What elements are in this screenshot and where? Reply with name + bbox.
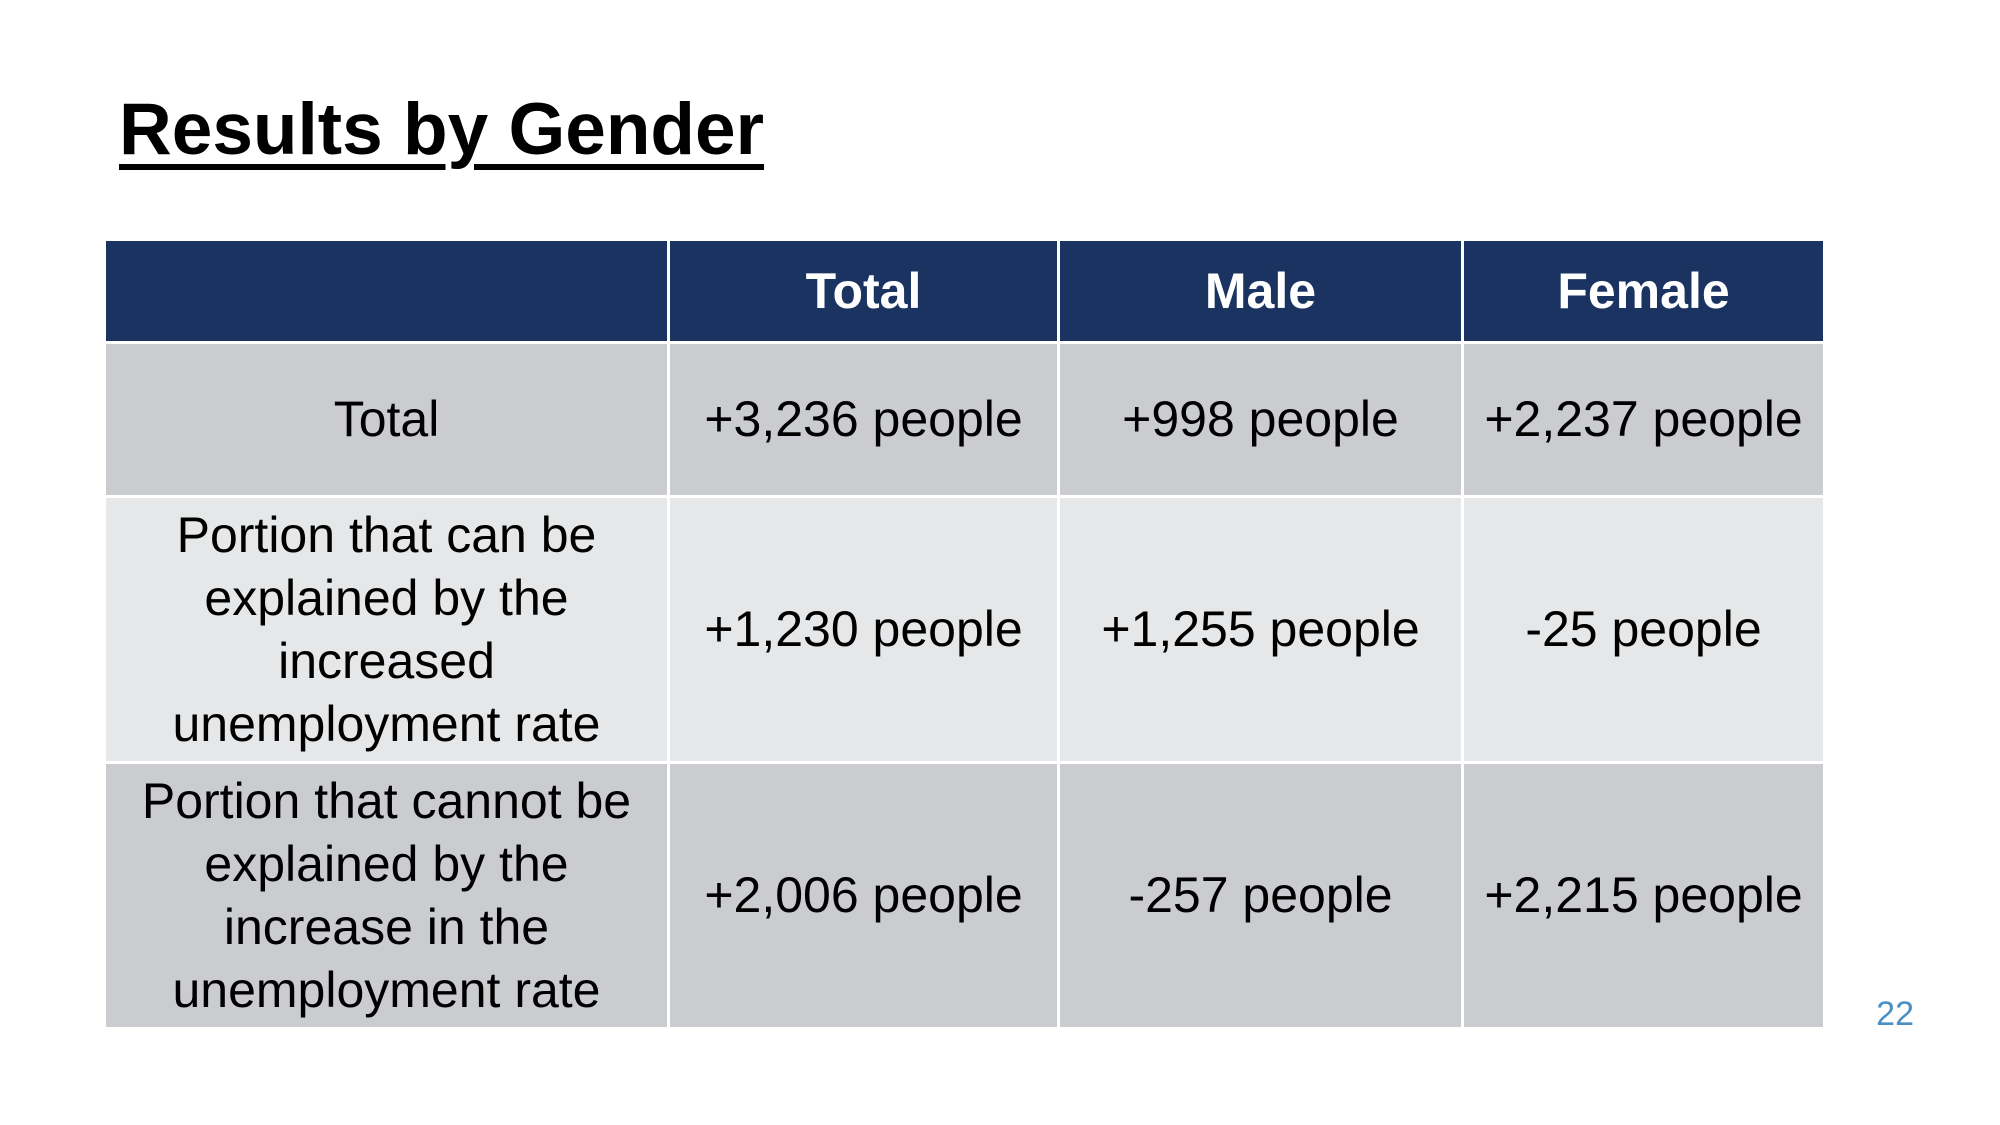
cell-female: +2,237 people — [1461, 341, 1826, 498]
header-label-cell — [103, 238, 670, 344]
table-row: Total +3,236 people +998 people +2,237 p… — [103, 341, 1826, 498]
row-label: Total — [103, 341, 670, 498]
cell-total: +1,230 people — [667, 495, 1060, 764]
row-label: Portion that can be explained by the inc… — [103, 495, 670, 764]
cell-male: -257 people — [1057, 761, 1464, 1030]
header-total: Total — [667, 238, 1060, 344]
table-row: Portion that can be explained by the inc… — [103, 495, 1826, 764]
table-row: Portion that cannot be explained by the … — [103, 761, 1826, 1030]
cell-female: +2,215 people — [1461, 761, 1826, 1030]
table-header-row: Total Male Female — [103, 238, 1826, 344]
results-table: Total Male Female Total +3,236 people +9… — [103, 238, 1826, 1030]
header-male: Male — [1057, 238, 1464, 344]
page-number: 22 — [1876, 995, 1914, 1033]
cell-female: -25 people — [1461, 495, 1826, 764]
cell-male: +998 people — [1057, 341, 1464, 498]
cell-total: +2,006 people — [667, 761, 1060, 1030]
cell-total: +3,236 people — [667, 341, 1060, 498]
slide-title: Results by Gender — [119, 89, 765, 170]
header-female: Female — [1461, 238, 1826, 344]
cell-male: +1,255 people — [1057, 495, 1464, 764]
row-label: Portion that cannot be explained by the … — [103, 761, 670, 1030]
